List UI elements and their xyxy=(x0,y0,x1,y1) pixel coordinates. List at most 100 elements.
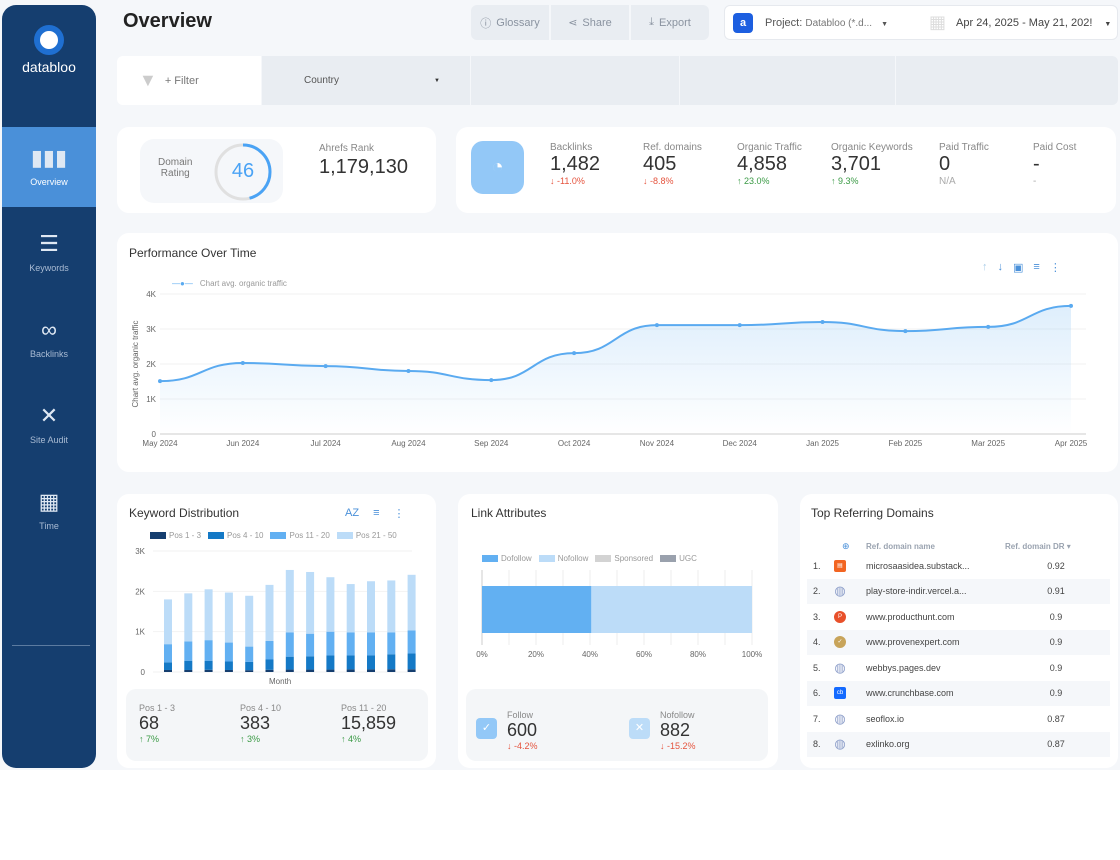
row-rank: 8. xyxy=(813,739,821,749)
row-domain[interactable]: exlinko.org xyxy=(866,739,910,749)
legend-label: Pos 4 - 10 xyxy=(227,531,264,540)
table-row[interactable]: 4. ✓ www.provenexpert.com 0.9 xyxy=(807,629,1110,655)
table-row[interactable]: 2. ◍ play-store-indir.vercel.a... 0.91 xyxy=(807,578,1110,604)
row-domain[interactable]: play-store-indir.vercel.a... xyxy=(866,586,967,596)
keyword-distribution-chart: 0 1K 2K 3K xyxy=(135,547,416,677)
sidebar-item-time[interactable]: ▦ Time xyxy=(2,471,96,551)
globe-icon: ◍ xyxy=(834,710,846,726)
row-rank: 4. xyxy=(813,637,821,647)
more-options-icon[interactable]: ⋮ xyxy=(1049,262,1061,274)
row-dr: 0.9 xyxy=(1049,688,1063,698)
legend-swatch xyxy=(660,555,677,563)
filter-icon[interactable]: ≡ xyxy=(1033,261,1040,273)
chart-settings-icon[interactable]: ▣ xyxy=(1013,262,1024,274)
table-row[interactable]: 5. ◍ webbys.pages.dev 0.9 xyxy=(807,655,1110,680)
bar-segment xyxy=(306,669,315,672)
kpi-label: Ref. domains xyxy=(643,142,702,153)
x-tick-label: Sep 2024 xyxy=(474,439,509,448)
down-arrow-icon: ↓ xyxy=(507,741,515,751)
bar-segment xyxy=(367,632,375,656)
stat-label: Pos 4 - 10 xyxy=(240,703,282,713)
bar-segment xyxy=(326,631,335,656)
filter-bar: ▼ + Filter Country ▼ xyxy=(117,56,1118,105)
date-range-select[interactable]: Apr 24, 2025 - May 21, 202! ▼ xyxy=(956,17,1111,29)
share-button[interactable]: ⋖ Share xyxy=(551,5,629,40)
bar-segment xyxy=(407,574,416,631)
domain-rating-value: 46 xyxy=(231,160,255,182)
row-domain[interactable]: seoflox.io xyxy=(866,713,905,724)
project-value: Databloo (*.d... xyxy=(805,17,873,29)
kpi-change: 9.3% xyxy=(838,176,859,186)
project-select[interactable]: Project: Databloo (*.d... ▼ xyxy=(765,17,925,29)
down-arrow-icon: ↓ xyxy=(660,741,668,751)
country-select[interactable]: Country ▼ xyxy=(262,56,470,105)
arrow-up-icon[interactable]: ↑ xyxy=(982,261,988,273)
x-tick-label: Mar 2025 xyxy=(971,439,1005,448)
chevron-down-icon: ▼ xyxy=(881,20,889,28)
glossary-button[interactable]: ⓘ Glossary xyxy=(471,5,549,40)
row-domain[interactable]: www.producthunt.com xyxy=(866,611,955,622)
table-row[interactable]: 7. ◍ seoflox.io 0.87 xyxy=(807,706,1110,731)
globe-icon: ◍ xyxy=(834,659,846,675)
export-button[interactable]: ⤓ Export xyxy=(631,5,709,40)
more-options-icon[interactable]: ⋮ xyxy=(393,508,405,520)
date-range-value: Apr 24, 2025 - May 21, 202! xyxy=(956,16,1093,29)
column-header-dr[interactable]: Ref. domain DR ▾ xyxy=(1005,542,1071,551)
bar-segment xyxy=(164,599,172,645)
calendar-icon: ▦ xyxy=(38,489,60,514)
data-point xyxy=(489,378,494,383)
sidebar-item-overview[interactable]: ▮▮▮ Overview xyxy=(2,127,96,207)
bar-segment xyxy=(285,569,294,633)
bar-segment xyxy=(164,662,172,670)
row-domain[interactable]: microsaasidea.substack... xyxy=(866,560,970,571)
bar-segment xyxy=(265,640,274,660)
sidebar-item-site-audit[interactable]: ✕ Site Audit xyxy=(2,385,96,465)
sidebar-item-backlinks[interactable]: ∞ Backlinks xyxy=(2,299,96,379)
keyword-distribution-title: Keyword Distribution xyxy=(129,506,240,520)
bar-segment xyxy=(204,669,213,672)
sort-az-icon[interactable]: AZ xyxy=(345,507,360,519)
row-domain[interactable]: webbys.pages.dev xyxy=(866,662,941,673)
kpi-change: - xyxy=(1033,176,1037,187)
table-row[interactable]: 6. cb www.crunchbase.com 0.9 xyxy=(807,680,1110,706)
legend-swatch xyxy=(270,532,287,540)
row-domain[interactable]: www.crunchbase.com xyxy=(866,688,954,698)
row-dr: 0.9 xyxy=(1049,611,1063,622)
y-tick-label: 3K xyxy=(135,547,145,556)
project-label: Project: xyxy=(765,16,803,29)
legend-label: Pos 11 - 20 xyxy=(289,531,330,540)
legend-label: Sponsored xyxy=(614,554,654,563)
column-header-domain[interactable]: Ref. domain name xyxy=(866,542,935,551)
bar-segment xyxy=(387,580,396,633)
stat-label: Pos 11 - 20 xyxy=(341,703,387,713)
speedometer-icon: ◔ xyxy=(471,141,524,194)
arrow-down-icon[interactable]: ↓ xyxy=(997,261,1004,273)
data-point xyxy=(737,323,742,328)
stat-value: 882 xyxy=(660,720,691,740)
bar-segment xyxy=(367,669,375,672)
kpi-2: Organic Traffic 4,858 ↑ 23.0% xyxy=(737,142,829,186)
y-axis-label: Chart avg. organic traffic xyxy=(131,320,140,408)
filter-icon[interactable]: ≡ xyxy=(373,507,380,519)
data-point xyxy=(654,323,659,328)
table-row[interactable]: 1. ▤ microsaasidea.substack... 0.92 xyxy=(807,553,1110,578)
kpi-label: Organic Keywords xyxy=(831,142,913,153)
bar-segment xyxy=(184,641,193,661)
bar-segment xyxy=(306,656,315,670)
data-point xyxy=(158,379,162,384)
add-filter-button[interactable]: ▼ + Filter xyxy=(117,56,261,105)
table-row[interactable]: 8. ◍ exlinko.org 0.87 xyxy=(807,731,1110,757)
kpi-label: Organic Traffic xyxy=(737,142,802,153)
bar-segment xyxy=(306,633,315,657)
x-tick-label: Aug 2024 xyxy=(391,439,426,448)
filter-slot xyxy=(680,56,895,105)
bar-segment xyxy=(285,669,294,672)
x-tick-label: 60% xyxy=(636,650,652,659)
bar-segment xyxy=(245,661,254,671)
logo: databloo xyxy=(2,25,96,75)
kpi-value: 3,701 xyxy=(831,153,882,175)
sidebar-item-keywords[interactable]: ☰ Keywords xyxy=(2,213,96,293)
row-domain[interactable]: www.provenexpert.com xyxy=(866,637,960,647)
legend-swatch xyxy=(150,532,166,540)
